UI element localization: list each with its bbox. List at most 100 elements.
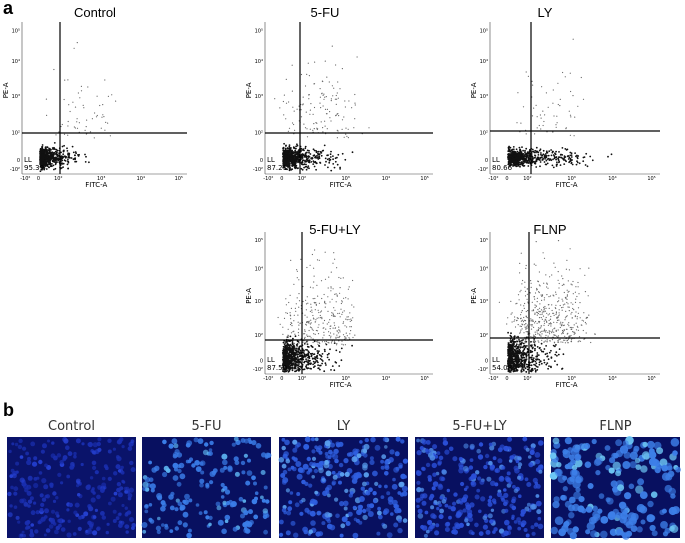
event-dot [547, 287, 549, 289]
y-tick-label: 0 [260, 158, 263, 164]
event-dot [543, 320, 545, 322]
event-dot [284, 167, 287, 170]
event-dot [322, 94, 324, 96]
event-dot [513, 345, 516, 348]
event-dot [513, 335, 516, 338]
nucleus [51, 509, 55, 514]
event-dot [519, 158, 522, 161]
event-dot [562, 321, 564, 324]
event-dot [555, 126, 557, 128]
event-dot [300, 147, 303, 150]
event-dot [564, 76, 566, 78]
event-dot [96, 95, 98, 97]
event-dot [44, 162, 46, 164]
nucleus [58, 523, 62, 528]
event-dot [344, 158, 347, 161]
event-dot [339, 329, 341, 331]
event-dot [513, 363, 516, 366]
nucleus [21, 498, 27, 504]
nucleus [116, 482, 122, 487]
event-dot [522, 157, 525, 160]
nucleus [43, 533, 47, 537]
event-dot [344, 336, 346, 338]
nucleus [47, 439, 50, 443]
event-dot [559, 326, 561, 329]
event-dot [301, 157, 304, 159]
event-dot [540, 152, 542, 154]
event-dot [557, 341, 559, 343]
event-dot [546, 312, 548, 314]
event-dot [508, 356, 510, 359]
event-dot [561, 325, 563, 327]
event-dot [57, 157, 60, 160]
nucleus [105, 530, 110, 535]
event-dot [545, 92, 548, 94]
event-dot [539, 331, 542, 333]
x-axis-label: FITC-A [330, 181, 352, 189]
event-dot [534, 340, 537, 342]
event-dot [519, 331, 522, 333]
event-dot [353, 127, 355, 129]
event-dot [544, 155, 547, 158]
event-dot [536, 314, 538, 316]
y-tick-label: 10⁵ [480, 238, 488, 244]
event-dot [538, 320, 540, 323]
event-dot [571, 328, 573, 330]
event-dot [509, 153, 512, 156]
event-dot [314, 156, 316, 159]
event-dot [324, 108, 327, 110]
event-dot [574, 291, 577, 293]
event-dot [301, 168, 304, 171]
event-dot [517, 361, 520, 364]
event-dot [319, 314, 321, 317]
event-dot [555, 304, 557, 306]
event-dot [548, 331, 550, 333]
event-dot [317, 309, 319, 311]
event-dot [304, 329, 306, 331]
event-dot [510, 341, 513, 344]
event-dot [336, 343, 338, 345]
event-dot [318, 302, 320, 304]
event-dot [286, 168, 288, 171]
event-dot [299, 361, 302, 364]
nucleus [91, 450, 96, 455]
nucleus [254, 491, 259, 496]
event-dot [520, 346, 522, 349]
event-dot [305, 111, 307, 113]
nucleus [106, 522, 110, 526]
event-dot [313, 123, 315, 125]
event-dot [43, 154, 45, 157]
event-dot [302, 96, 304, 98]
event-dot [77, 154, 79, 156]
event-dot [538, 363, 541, 366]
event-dot [290, 161, 293, 164]
event-dot [336, 344, 338, 346]
event-dot [539, 157, 541, 160]
event-dot [311, 253, 313, 256]
event-dot [329, 153, 332, 156]
event-dot [44, 147, 47, 149]
event-dot [575, 286, 577, 288]
event-dot [512, 342, 515, 345]
nucleus [148, 460, 153, 465]
event-dot [337, 130, 339, 132]
event-dot [333, 322, 335, 324]
event-dot [292, 346, 295, 349]
event-dot [547, 106, 549, 108]
event-dot [563, 291, 565, 294]
event-dot [323, 334, 325, 336]
event-dot [524, 326, 526, 328]
event-dot [547, 335, 549, 337]
event-dot [323, 293, 325, 296]
event-dot [546, 286, 548, 288]
event-dot [333, 340, 336, 342]
event-dot [334, 160, 337, 163]
event-dot [336, 156, 338, 159]
event-dot [533, 335, 535, 338]
event-dot [511, 312, 513, 314]
event-dot [291, 90, 293, 92]
event-dot [312, 113, 314, 115]
nucleus [182, 522, 188, 528]
event-dot [310, 367, 312, 370]
nucleus [42, 443, 47, 449]
